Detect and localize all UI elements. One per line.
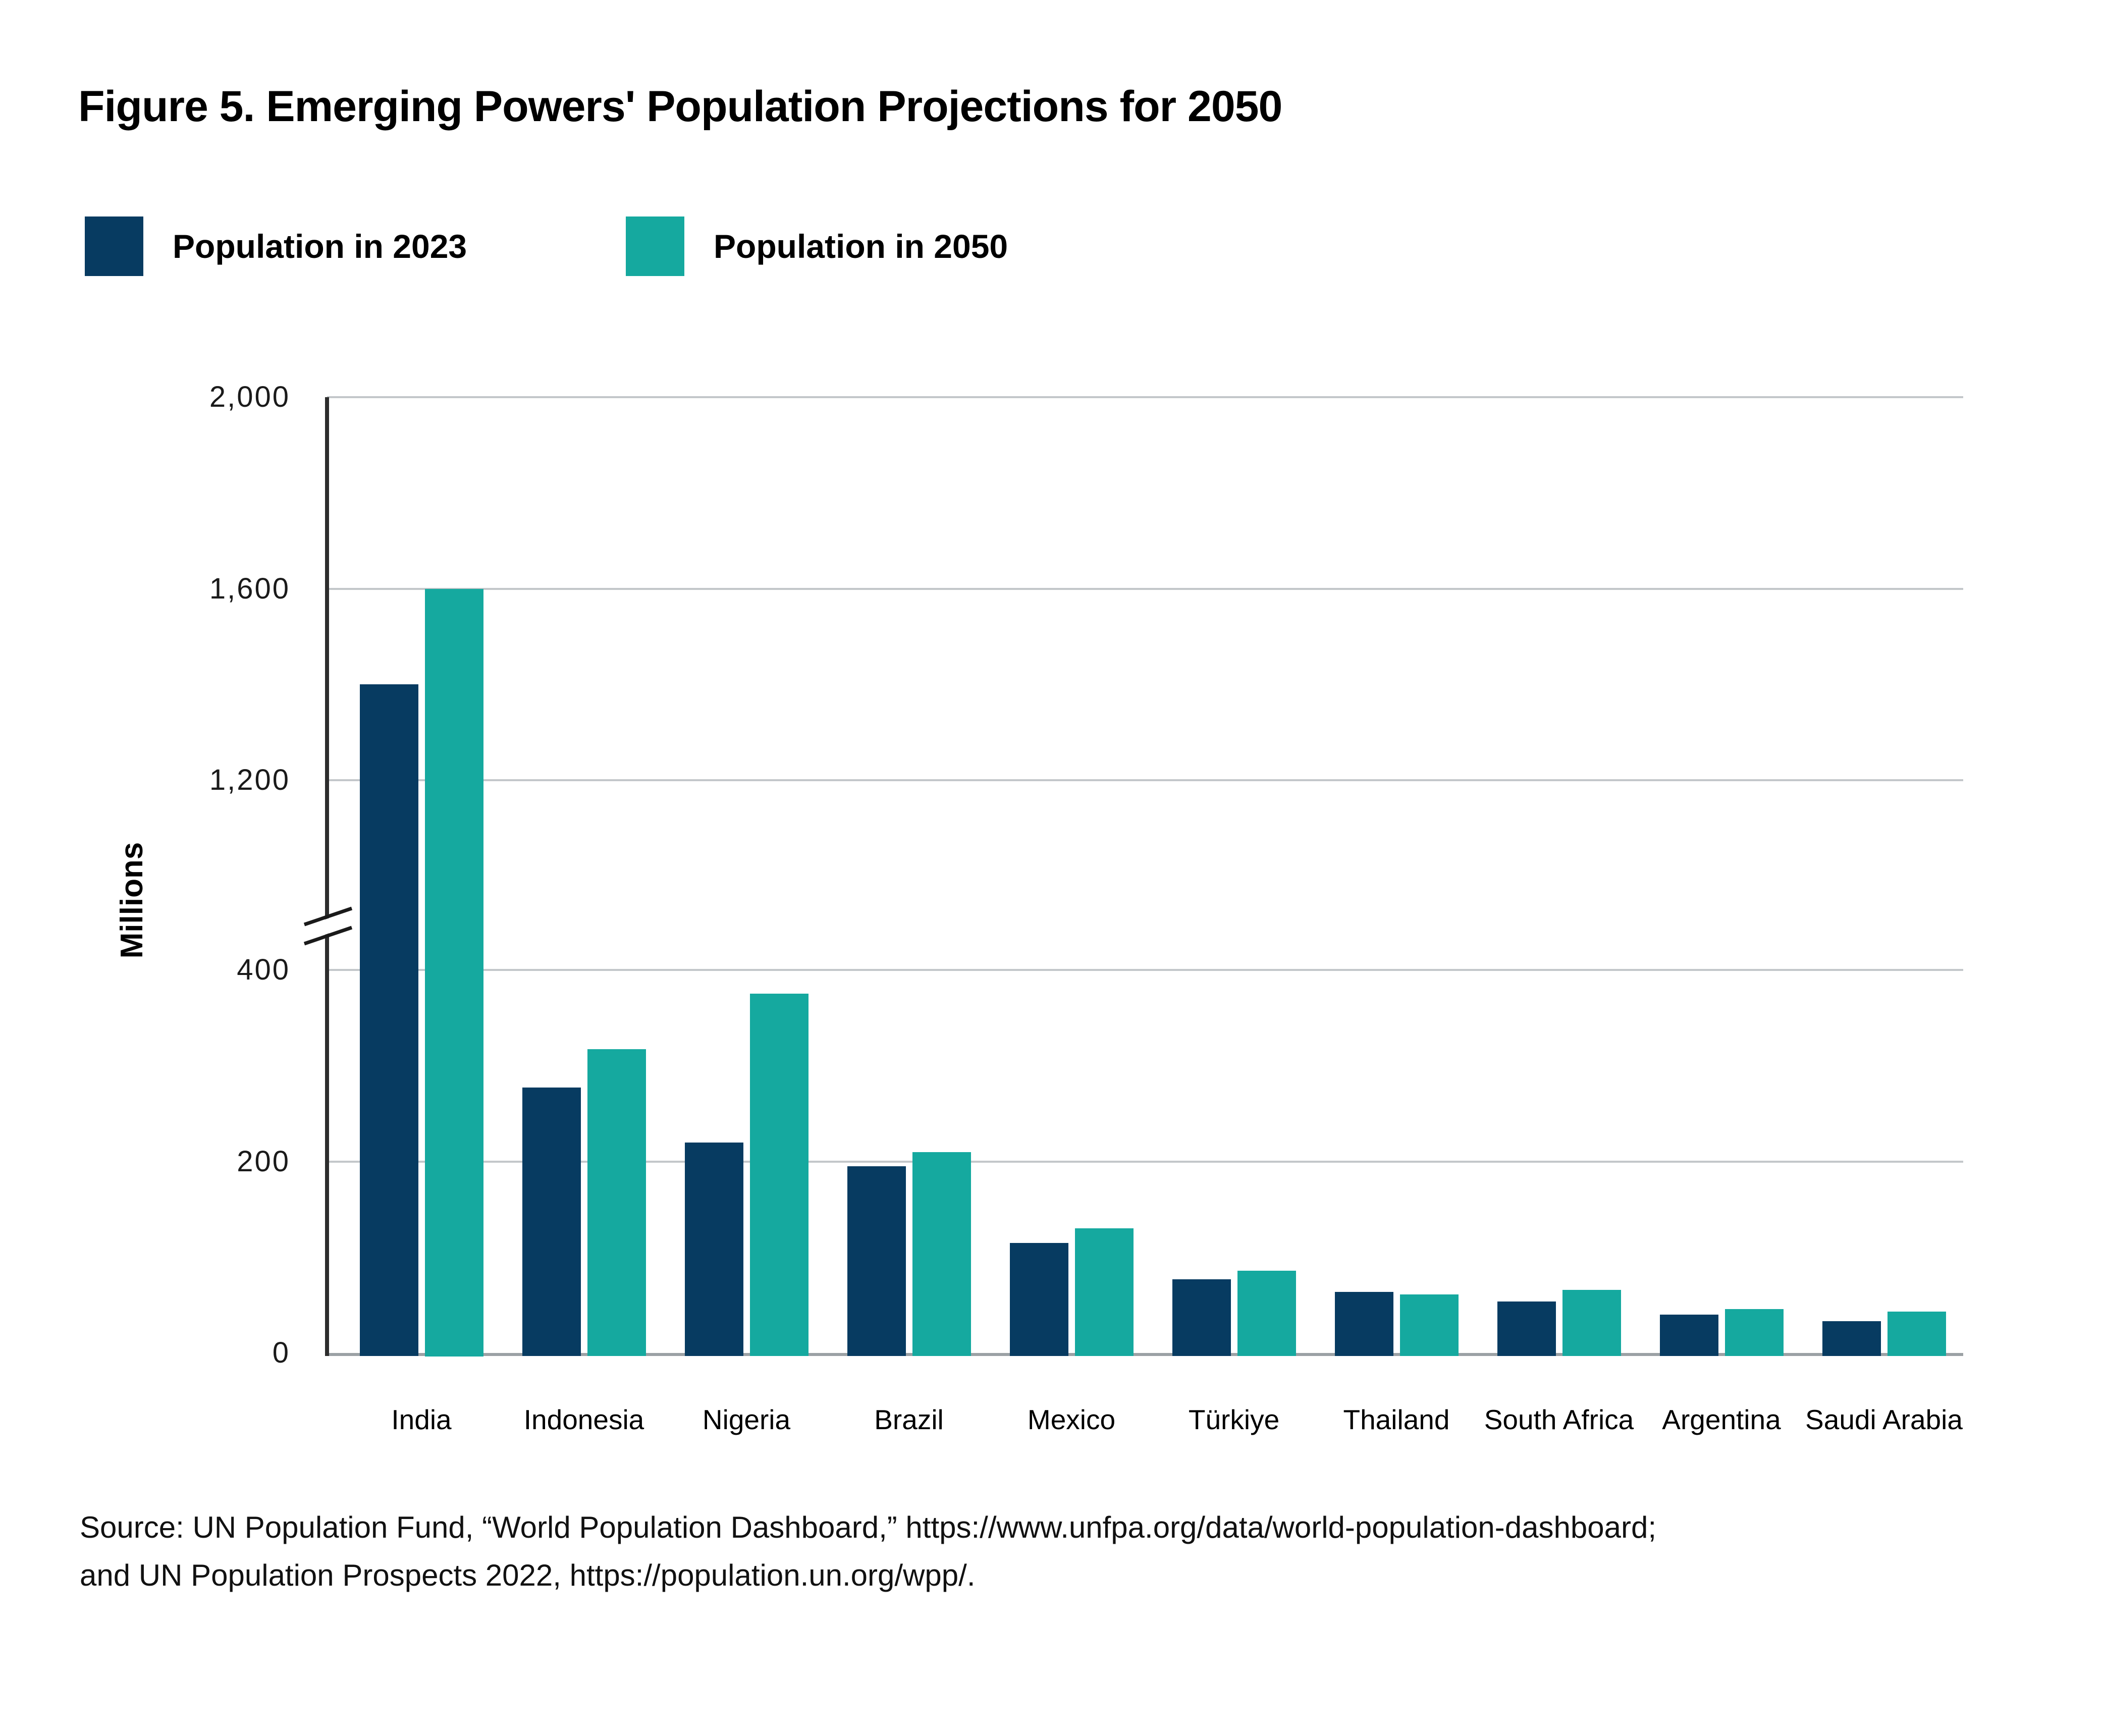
bar-2050-india [425,589,483,1357]
gridline [327,396,1963,398]
bar-2050-south-africa [1562,1290,1621,1356]
source-line-2: and UN Population Prospects 2022, https:… [80,1558,976,1592]
axis-break-icon [303,906,353,946]
gridline [327,587,1963,590]
y-tick-label: 1,200 [209,764,290,796]
x-axis-baseline [327,1353,1963,1356]
x-axis-label: Argentina [1662,1404,1781,1435]
bar-2050-saudi-arabia [1888,1312,1946,1356]
bar-2023-thailand [1335,1292,1393,1356]
bar-2023-india [360,684,418,1356]
bar-2023-türkiye [1172,1279,1231,1356]
bar-2023-nigeria [685,1143,743,1356]
bar-2023-mexico [1010,1243,1068,1356]
legend-label-2050: Population in 2050 [714,228,1008,265]
bar-2050-nigeria [750,994,808,1356]
legend-item-2023: Population in 2023 [85,216,467,276]
y-tick-label: 1,600 [209,572,290,605]
x-axis-label: Mexico [1027,1404,1116,1435]
y-tick-label: 200 [237,1145,290,1178]
bar-2050-brazil [912,1152,971,1356]
x-axis-label: Türkiye [1188,1404,1280,1435]
x-axis-label: South Africa [1484,1404,1634,1435]
x-axis-label: Indonesia [523,1404,644,1435]
y-tick-label: 400 [237,953,290,986]
legend-label-2023: Population in 2023 [173,228,467,265]
x-axis-label: India [391,1404,452,1435]
bar-2023-indonesia [522,1088,581,1356]
bar-2023-saudi-arabia [1822,1321,1881,1356]
x-axis-label: Brazil [874,1404,944,1435]
x-axis-label: Thailand [1343,1404,1450,1435]
bar-2050-mexico [1075,1228,1134,1356]
bar-2023-south-africa [1497,1301,1556,1356]
x-axis-label: Nigeria [702,1404,791,1435]
bar-2050-türkiye [1237,1271,1296,1356]
source-line-1: Source: UN Population Fund, “World Popul… [80,1510,1657,1544]
legend-swatch-2023 [85,216,143,276]
bar-2050-argentina [1725,1309,1784,1356]
bar-2023-argentina [1660,1315,1718,1356]
y-axis-line [325,397,329,1356]
legend-swatch-2050 [626,216,684,276]
x-axis-label: Saudi Arabia [1805,1404,1963,1435]
gridline [327,969,1963,971]
legend-item-2050: Population in 2050 [626,216,1008,276]
figure-title: Figure 5. Emerging Powers' Population Pr… [78,82,1282,131]
y-tick-label: 0 [272,1336,290,1369]
bar-2050-indonesia [587,1049,646,1356]
bar-2050-thailand [1400,1294,1459,1356]
gridline [327,779,1963,781]
bar-2023-brazil [847,1166,906,1356]
gridline [327,1160,1963,1163]
y-tick-label: 2,000 [209,381,290,413]
y-axis-title: Millions [115,842,149,959]
